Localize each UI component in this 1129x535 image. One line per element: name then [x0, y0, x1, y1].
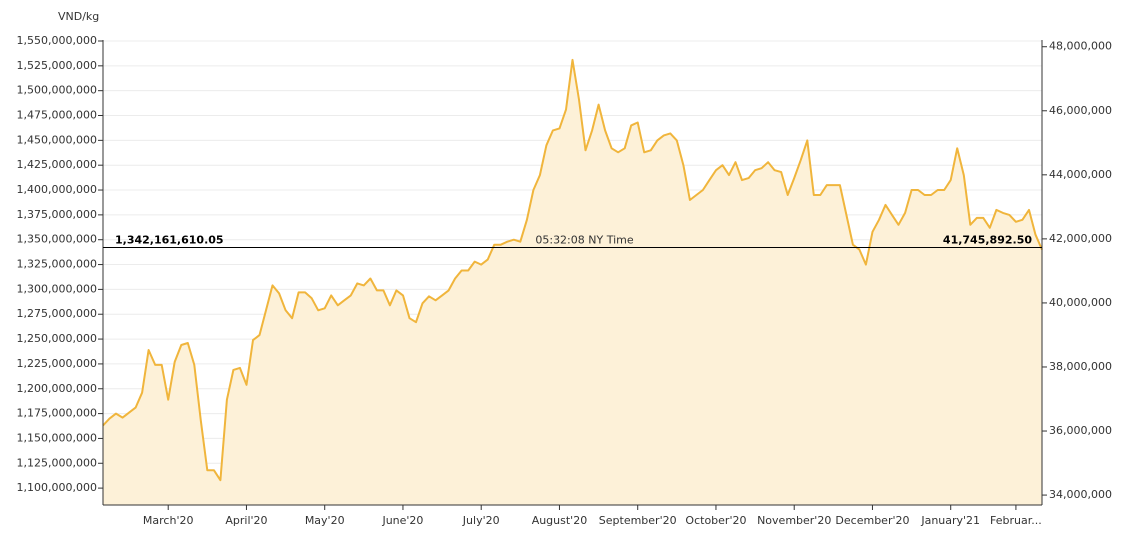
y2-tick-label: 36,000,000	[1049, 424, 1112, 437]
y-tick-label: 1,150,000,000	[17, 431, 97, 444]
x-tick-label: September'20	[599, 514, 677, 527]
y-tick-label: 1,475,000,000	[17, 109, 97, 122]
line	[102, 58, 1043, 482]
y-tick-label: 1,175,000,000	[17, 407, 97, 420]
current-time-label: 05:32:08 NY Time	[535, 233, 633, 246]
x-tick-label: July'20	[462, 514, 500, 527]
y-tick-label: 1,450,000,000	[17, 133, 97, 146]
y-tick-label: 1,525,000,000	[17, 59, 97, 72]
y-tick-label: 1,275,000,000	[17, 307, 97, 320]
y-tick-label: 1,225,000,000	[17, 357, 97, 370]
y-tick-label: 1,325,000,000	[17, 258, 97, 271]
x-tick-label: January'21	[920, 514, 980, 527]
y2-tick-label: 38,000,000	[1049, 360, 1112, 373]
y-tick-label: 1,200,000,000	[17, 382, 97, 395]
x-tick-label: August'20	[532, 514, 588, 527]
y-tick-label: 1,250,000,000	[17, 332, 97, 345]
y2-tick-label: 40,000,000	[1049, 296, 1112, 309]
y-tick-label: 1,500,000,000	[17, 84, 97, 97]
y2-tick-label: 48,000,000	[1049, 40, 1112, 53]
y-tick-label: 1,550,000,000	[17, 34, 97, 47]
unit-label: VND/kg	[58, 10, 99, 23]
y2-tick-label: 44,000,000	[1049, 168, 1112, 181]
x-tick-label: June'20	[381, 514, 423, 527]
x-tick-label: April'20	[225, 514, 267, 527]
current-price-y2-label: 41,745,892.50	[943, 233, 1032, 246]
y-tick-label: 1,300,000,000	[17, 282, 97, 295]
x-tick-label: May'20	[305, 514, 345, 527]
y2-tick-label: 34,000,000	[1049, 488, 1112, 501]
y-tick-label: 1,425,000,000	[17, 158, 97, 171]
y-tick-label: 1,375,000,000	[17, 208, 97, 221]
y-tick-label: 1,125,000,000	[17, 456, 97, 469]
x-tick-label: December'20	[835, 514, 909, 527]
current-price-label: 1,342,161,610.05	[115, 233, 224, 246]
y2-tick-label: 42,000,000	[1049, 232, 1112, 245]
y2-tick-label: 46,000,000	[1049, 104, 1112, 117]
x-tick-label: October'20	[685, 514, 746, 527]
y-tick-label: 1,400,000,000	[17, 183, 97, 196]
y-tick-label: 1,100,000,000	[17, 481, 97, 494]
area	[103, 59, 1042, 506]
x-tick-label: November'20	[757, 514, 831, 527]
y-tick-label: 1,350,000,000	[17, 233, 97, 246]
x-tick-label: March'20	[143, 514, 194, 527]
x-tick-label: Februar...	[990, 514, 1042, 527]
